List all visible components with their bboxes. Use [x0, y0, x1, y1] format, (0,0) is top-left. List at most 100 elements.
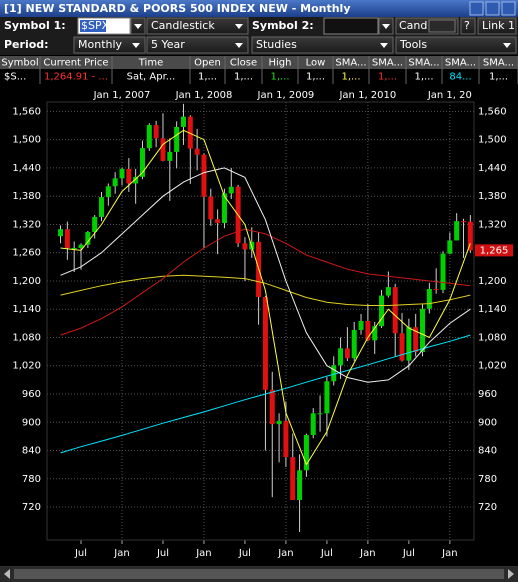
y-tick-label: 1,020	[12, 361, 41, 372]
candle-body	[105, 186, 111, 198]
candle-body	[447, 240, 453, 254]
candle-body	[399, 333, 405, 361]
moving-average-line	[60, 334, 471, 454]
x-tick-label: Jul	[74, 548, 87, 559]
chart-area	[0, 85, 518, 566]
y-tick-label: 1,080	[478, 332, 507, 343]
candle-body	[283, 420, 289, 458]
window-title: [1] NEW STANDARD & POORS 500 INDEX NEW -…	[4, 2, 350, 15]
y-tick-label: 900	[22, 417, 41, 428]
column-header: Time	[138, 58, 163, 69]
y-tick-label: 840	[478, 446, 497, 457]
cell: 1,...	[270, 72, 289, 83]
candle-body	[71, 248, 77, 249]
table-header	[0, 56, 518, 69]
column-header: Open	[194, 58, 221, 69]
candle-body	[358, 321, 364, 330]
candle-body	[208, 196, 214, 220]
candle-body	[420, 308, 426, 353]
candle-body	[58, 229, 64, 237]
x-tick-label: Jan 1, 2008	[175, 90, 233, 101]
arrow	[132, 43, 140, 48]
selection	[80, 20, 106, 32]
y-tick-label: 780	[478, 474, 497, 485]
candle-body	[133, 176, 139, 184]
candle-body	[426, 288, 432, 309]
y-tick-label: 780	[22, 474, 41, 485]
candle-body	[119, 168, 125, 179]
x-tick-label: Jan	[195, 548, 211, 559]
cell: 1,...	[341, 72, 360, 83]
window-button[interactable]	[485, 1, 500, 16]
y-tick-label: 1,320	[12, 219, 41, 230]
link: Link 1	[482, 19, 515, 32]
y-tick-label: 1,260	[12, 248, 41, 259]
cell: 1,...	[198, 72, 217, 83]
moving-average-line	[60, 167, 471, 383]
x-tick-label: Jan 1, 2007	[93, 90, 151, 101]
studies: Studies	[256, 38, 297, 51]
candle-body	[85, 231, 91, 245]
candle-body	[174, 126, 180, 152]
column-header: Low	[306, 58, 326, 69]
candle-body	[310, 413, 316, 435]
y-tick-label: 1,320	[478, 219, 507, 230]
column-header: High	[269, 58, 292, 69]
period-dropdown[interactable]	[73, 36, 146, 54]
candle-body	[167, 151, 173, 161]
x-tick-label: Jul	[402, 548, 415, 559]
candle-body	[324, 381, 330, 414]
candle-body	[461, 221, 466, 223]
scroll-left[interactable]	[4, 569, 10, 579]
candle-body	[433, 288, 439, 290]
candle-body	[99, 197, 105, 217]
candle-body	[78, 244, 84, 248]
candle-body	[194, 148, 200, 155]
y-tick-label: 960	[22, 389, 41, 400]
cell: 1,264.91 - ...	[44, 72, 108, 83]
symbol1-label: Symbol 1:	[4, 19, 66, 32]
candle-body	[413, 327, 419, 353]
candle-body	[440, 253, 446, 290]
cell: Sat, Apr...	[127, 72, 176, 83]
symbol2-input[interactable]	[323, 17, 379, 35]
studies-dropdown[interactable]	[251, 36, 394, 54]
arrow	[235, 43, 243, 48]
candle-body	[290, 457, 296, 500]
menu-icon[interactable]	[428, 19, 456, 33]
candle-body	[385, 287, 391, 296]
close-button[interactable]	[501, 1, 516, 16]
symbol2-label: Symbol 2:	[252, 19, 314, 32]
x-tick-label: Jan	[441, 548, 457, 559]
candle-body	[126, 168, 132, 184]
candle-body	[365, 321, 371, 341]
arrow	[235, 24, 243, 29]
cell: 1,...	[414, 72, 433, 83]
window-button[interactable]	[469, 1, 484, 16]
scroll-thumb[interactable]	[14, 569, 504, 579]
help-button[interactable]	[460, 17, 476, 35]
price-tag	[475, 244, 513, 257]
candle-body	[392, 287, 398, 334]
cell: 1,...	[306, 72, 325, 83]
y-tick-label: 720	[22, 502, 41, 513]
chart-style-dropdown[interactable]	[146, 17, 249, 35]
column-header: SMA...	[483, 58, 514, 69]
candle-body	[331, 365, 337, 382]
candle-body	[153, 125, 159, 139]
y-tick-label: 1,500	[12, 135, 41, 146]
scroll-right[interactable]	[508, 569, 514, 579]
y-tick-label: 1,440	[478, 163, 507, 174]
cell: 1,...	[489, 72, 508, 83]
y-tick-label: 1,380	[12, 191, 41, 202]
symbol1-value: $SPX	[81, 19, 110, 32]
cell: 1,...	[234, 72, 253, 83]
tools-dropdown[interactable]	[395, 36, 517, 54]
y-tick-label: 1,500	[478, 135, 507, 146]
y-tick-label: 1,560	[478, 106, 507, 117]
candle-body	[221, 193, 227, 224]
period: Monthly	[78, 38, 123, 51]
range-dropdown[interactable]	[146, 36, 249, 54]
tools: Tools	[399, 38, 427, 51]
link-button[interactable]	[477, 17, 517, 35]
